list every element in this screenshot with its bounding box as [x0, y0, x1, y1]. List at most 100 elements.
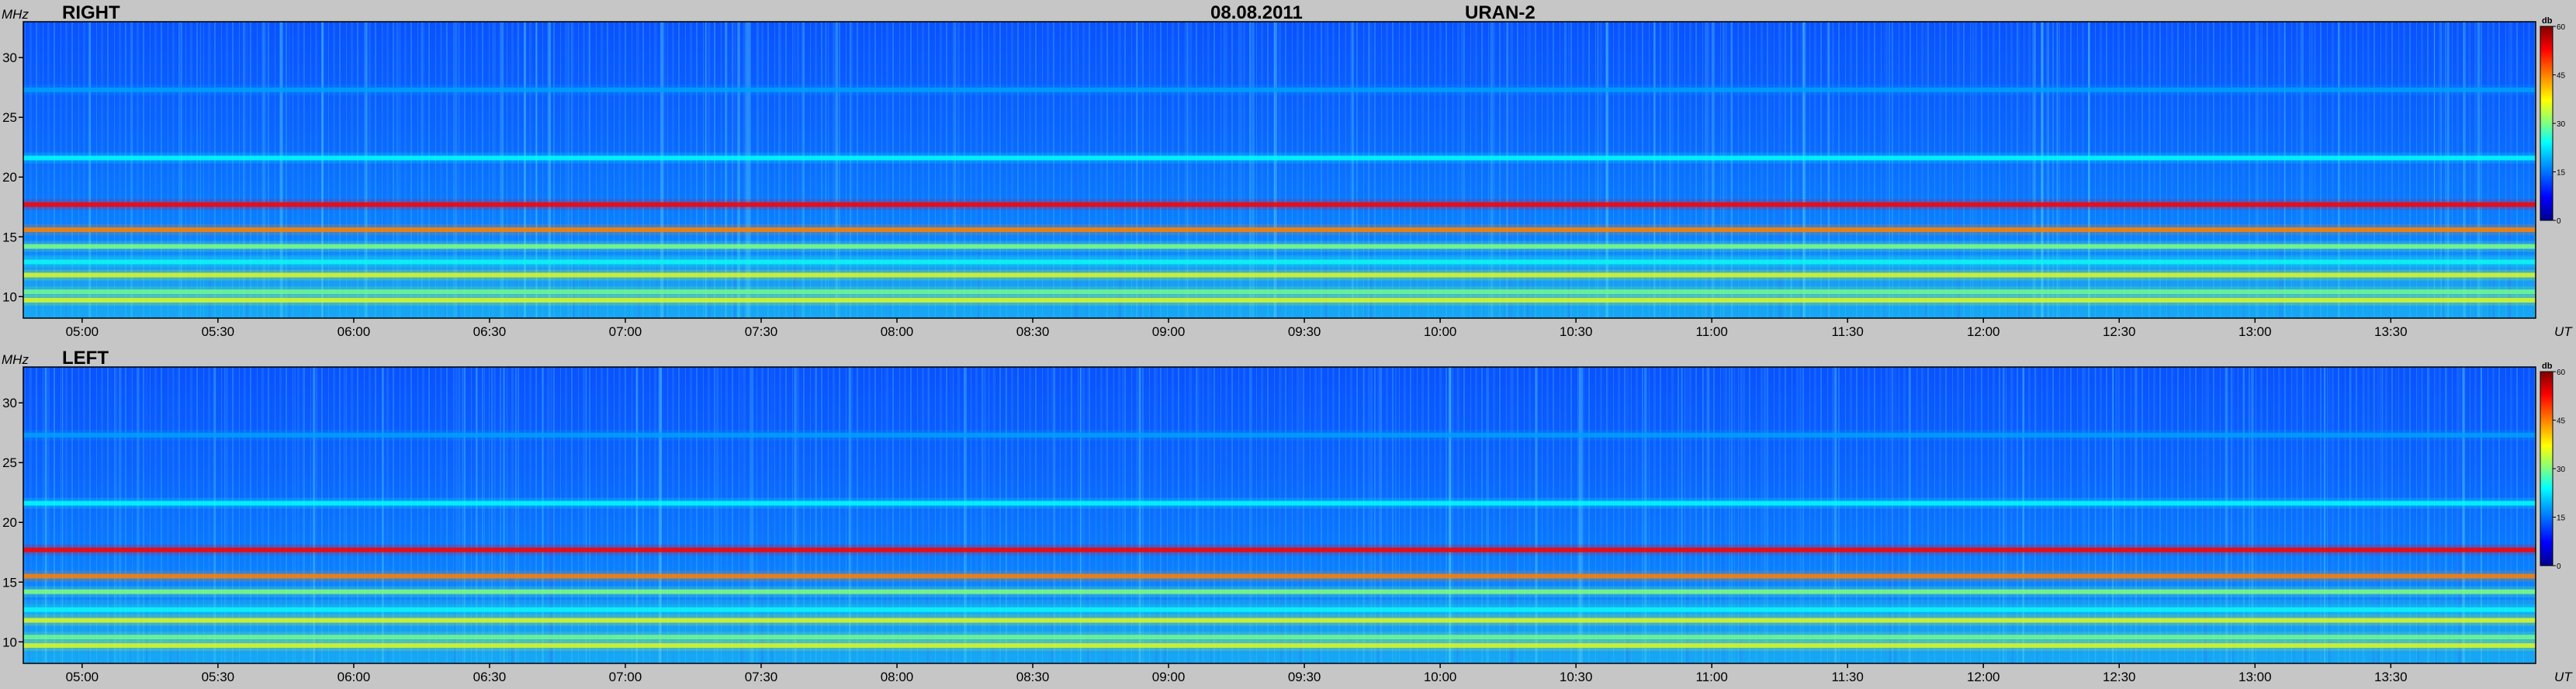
interference-line — [2442, 22, 2445, 318]
interference-line — [1362, 367, 1366, 663]
interference-line — [1958, 22, 1961, 318]
interference-line — [582, 22, 584, 318]
interference-line — [1979, 367, 1980, 663]
interference-line — [964, 367, 968, 663]
interference-line — [37, 22, 40, 318]
interference-line — [2047, 22, 2050, 318]
interference-line — [740, 367, 743, 663]
interference-line — [1908, 367, 1910, 663]
x-tick-label: 10:00 — [1424, 670, 1457, 684]
interference-line — [2433, 22, 2436, 318]
instrument-name: URAN-2 — [1465, 2, 1536, 23]
interference-line — [1122, 367, 1124, 663]
y-axis-unit: MHz — [2, 352, 29, 367]
interference-line — [733, 22, 736, 318]
interference-line — [585, 367, 587, 663]
colorbar-unit: db — [2542, 16, 2553, 26]
interference-line — [1740, 367, 1743, 663]
x-tick-label: 09:30 — [1288, 670, 1321, 684]
interference-line — [130, 367, 133, 663]
emission-band — [23, 573, 2536, 579]
interference-line — [2377, 367, 2380, 663]
interference-line — [2041, 22, 2044, 318]
interference-line — [1733, 367, 1736, 663]
interference-line — [168, 367, 171, 663]
interference-line — [266, 22, 268, 318]
interference-line — [2003, 367, 2005, 663]
low-frequency-zone — [23, 254, 2536, 318]
colorbar — [2540, 371, 2553, 566]
interference-line — [708, 22, 711, 318]
interference-line — [1051, 22, 1053, 318]
interference-line — [2242, 22, 2245, 318]
interference-line — [321, 22, 324, 318]
y-tick-label: 25 — [2, 110, 17, 125]
interference-line — [2280, 22, 2283, 318]
emission-band-halo — [23, 586, 2536, 597]
panel-right: RIGHT MHz 10 15 20 25 30 05:00 05:30 06:00 06:30 07… — [2, 2, 2573, 339]
interference-line — [130, 22, 133, 318]
colorbar-tick-label: 60 — [2557, 369, 2566, 377]
emission-band-halo — [23, 241, 2536, 252]
interference-line — [1279, 367, 1283, 663]
emission-band-halo — [23, 639, 2536, 651]
interference-line — [2083, 367, 2086, 663]
emission-bands — [23, 84, 2536, 306]
emission-band — [23, 272, 2536, 278]
interference-line — [1723, 367, 1725, 663]
interference-line — [1729, 22, 1732, 318]
interference-line — [660, 22, 663, 318]
interference-line — [1210, 367, 1212, 663]
y-tick-label: 15 — [2, 575, 17, 590]
emission-band — [23, 635, 2536, 640]
low-frequency-zone — [23, 600, 2536, 663]
x-tick-label: 09:00 — [1152, 324, 1186, 339]
interference-line — [1790, 22, 1792, 318]
interference-line — [588, 22, 590, 318]
emission-band — [23, 289, 2536, 295]
interference-line — [673, 367, 674, 663]
interference-line — [950, 367, 952, 663]
interference-line — [745, 22, 747, 318]
interference-line — [1324, 22, 1328, 318]
interference-line — [2354, 367, 2356, 663]
emission-band — [23, 607, 2536, 612]
interference-line — [1138, 367, 1141, 663]
interference-line — [1352, 22, 1354, 318]
interference-line — [757, 22, 760, 318]
emission-band-halo — [23, 544, 2536, 556]
interference-line — [2477, 22, 2481, 318]
interference-line — [1526, 22, 1528, 318]
x-tick-label: 10:00 — [1424, 324, 1457, 339]
interference-line — [535, 22, 538, 318]
interference-line — [1364, 22, 1366, 318]
colorbar-tick-label: 45 — [2557, 72, 2566, 81]
x-tick-label: 09:00 — [1152, 670, 1186, 684]
interference-line — [1111, 367, 1114, 663]
interference-line — [2018, 22, 2020, 318]
interference-line — [658, 367, 662, 663]
interference-line — [2467, 22, 2470, 318]
interference-line — [137, 367, 140, 663]
interference-line — [1456, 367, 1459, 663]
interference-line — [109, 367, 113, 663]
interference-line — [2006, 22, 2008, 318]
x-tick-label: 13:30 — [2374, 324, 2408, 339]
interference-line — [1085, 22, 1088, 318]
y-tick-label: 10 — [2, 289, 17, 304]
emission-band-halo — [23, 84, 2536, 95]
interference-line — [316, 367, 319, 663]
interference-line — [1490, 22, 1494, 318]
interference-line — [983, 367, 986, 663]
plot-frame — [23, 366, 2536, 664]
interference-line — [65, 22, 67, 318]
interference-line — [760, 367, 763, 663]
interference-line — [1448, 367, 1451, 663]
colorbar-tick-label: 15 — [2557, 169, 2566, 178]
interference-line — [549, 367, 552, 663]
interference-line — [1956, 22, 1958, 318]
interference-line — [1412, 367, 1414, 663]
interference-line — [1369, 22, 1373, 318]
emission-band-halo — [23, 256, 2536, 268]
interference-line — [279, 22, 283, 318]
